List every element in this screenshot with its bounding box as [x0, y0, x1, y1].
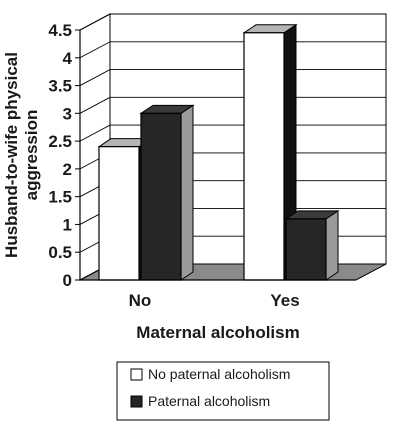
y-tick-label: 3 — [63, 104, 72, 123]
x-tick-label: No — [129, 291, 152, 310]
bars-layer — [97, 23, 340, 281]
legend-label: No paternal alcoholism — [148, 366, 290, 382]
bar-no-paternal — [98, 146, 140, 281]
y-tick-label: 0 — [63, 271, 72, 290]
y-tick-label: 1 — [63, 215, 72, 234]
y-tick-label: 3.5 — [48, 77, 72, 96]
legend-swatch — [130, 395, 143, 408]
y-axis-title: Husband-to-wife physicalaggression — [2, 52, 41, 258]
legend-label: Paternal alcoholism — [148, 393, 270, 409]
x-axis-title: Maternal alcoholism — [136, 323, 299, 342]
bar-paternal — [285, 218, 327, 281]
x-tick-label: Yes — [270, 291, 299, 310]
y-axis-title-line1: Husband-to-wife physical — [2, 52, 21, 258]
y-axis-title-line2: aggression — [22, 110, 41, 201]
gridline — [79, 13, 386, 31]
bar-paternal-side — [325, 209, 339, 281]
y-tick-label: 1.5 — [48, 188, 72, 207]
bar-no-paternal — [243, 32, 285, 281]
legend: No paternal alcoholism Paternal alcoholis… — [116, 361, 330, 421]
bar-paternal — [140, 112, 182, 281]
labels-layer: 0 0.5 1 1.5 2 2.5 3 3.5 4 4.5 No Yes Maternal alcoho… — [2, 21, 300, 342]
y-tick-label: 2.5 — [48, 132, 72, 151]
y-tick-label: 2 — [63, 160, 72, 179]
axes-layer — [75, 29, 356, 281]
y-tick-label: 0.5 — [48, 243, 72, 262]
y-tick-label: 4.5 — [48, 21, 72, 40]
legend-box — [116, 361, 330, 421]
y-tick-label: 4 — [63, 49, 73, 68]
bar-paternal-side — [180, 104, 194, 281]
legend-swatch — [130, 368, 143, 381]
